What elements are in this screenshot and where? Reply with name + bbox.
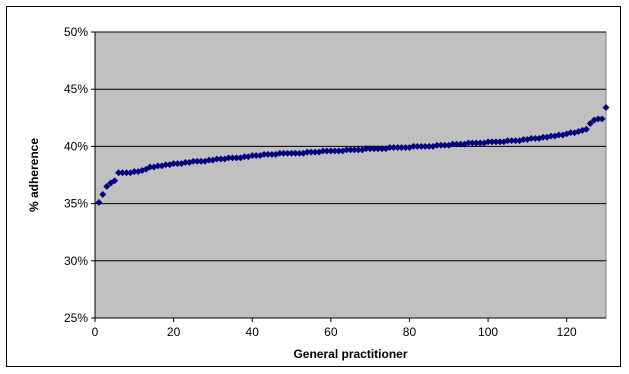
x-axis-title: General practitioner [293,347,407,361]
data-point [586,119,594,128]
data-point [111,177,119,185]
x-tick-label: 0 [92,325,99,339]
data-point [602,103,610,112]
y-tick-label: 25% [64,311,88,325]
x-tick-label: 60 [324,325,338,339]
y-tick-label: 50% [64,25,88,39]
data-point [598,115,606,123]
x-tick-label: 100 [478,325,498,339]
x-tick-labels: 0 20 40 60 80 100 120 [92,325,577,339]
y-tick-labels: 25% 30% 35% 40% 45% 50% [64,25,88,325]
grid-lines [95,31,606,262]
data-point [99,190,107,199]
plot-area [94,31,607,319]
y-tick-label: 40% [64,139,88,153]
y-axis-title: % adherence [27,138,41,212]
data-point [95,198,103,207]
y-tick-label: 30% [64,254,88,268]
x-tick-label: 80 [403,325,417,339]
x-tick-label: 40 [246,325,260,339]
data-point [582,125,590,133]
data-point [103,182,111,190]
axes [91,31,606,322]
x-tick-label: 120 [557,325,577,339]
x-tick-label: 20 [167,325,181,339]
y-tick-label: 35% [64,197,88,211]
data-points [95,103,610,207]
y-tick-label: 45% [64,82,88,96]
